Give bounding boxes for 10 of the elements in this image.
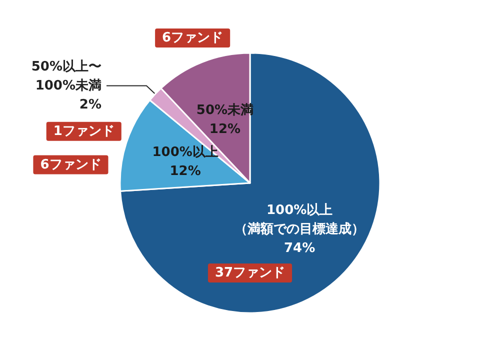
text: 6ファンド <box>40 157 102 172</box>
slice-label: 100%以上（満額での目標達成） <box>234 203 365 238</box>
text: 6ファンド <box>162 30 224 46</box>
text: 1ファンド <box>53 124 114 139</box>
slice-label: 50%以上〜100%未満 <box>31 59 102 94</box>
data-label: 12% <box>170 164 201 179</box>
text: 37ファンド <box>214 266 286 280</box>
data-label: 74% <box>284 241 316 256</box>
data-label: 12% <box>209 122 241 137</box>
data-label: 2% <box>79 97 102 112</box>
